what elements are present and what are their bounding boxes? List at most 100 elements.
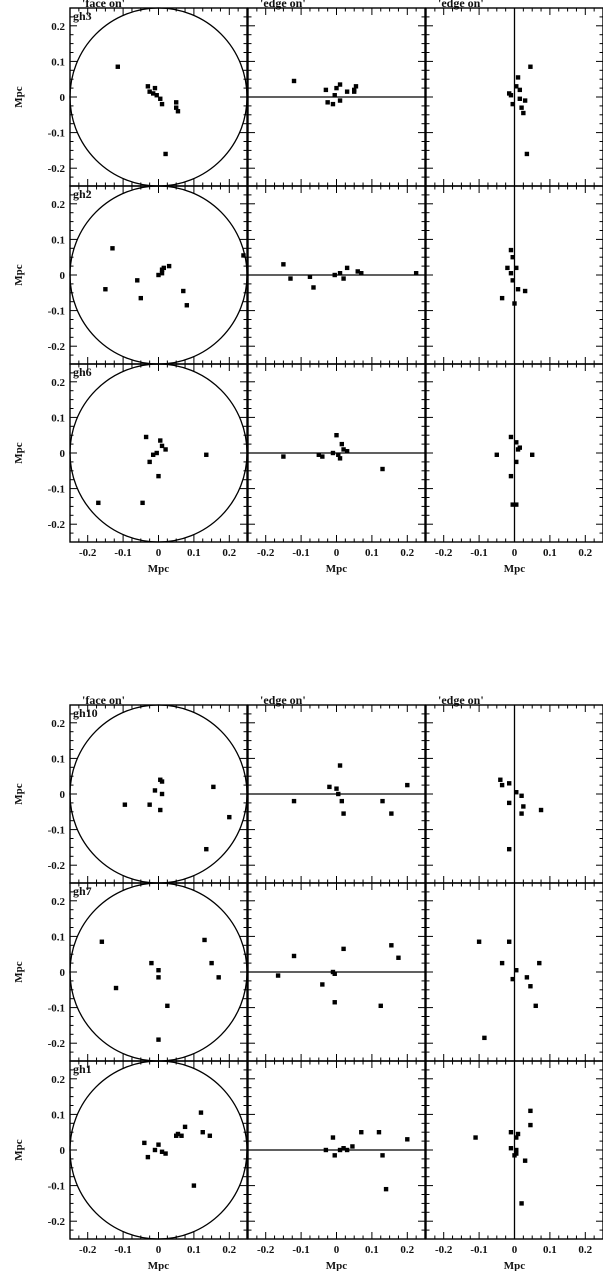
- y-tick-label: -0.1: [48, 484, 65, 496]
- y-tick-label: 0.2: [51, 1074, 65, 1086]
- data-point: [227, 814, 232, 820]
- x-tick-label: 0.1: [365, 1244, 379, 1256]
- data-point: [514, 968, 519, 973]
- y-tick-label: 0.1: [51, 412, 65, 424]
- panel-gh7-edge-on-2: [425, 882, 603, 1062]
- data-point: [405, 782, 410, 788]
- data-point: [514, 265, 519, 271]
- x-tick-label: 0.1: [543, 1244, 557, 1256]
- data-point: [353, 84, 359, 89]
- data-point: [359, 1130, 364, 1135]
- data-point: [99, 939, 105, 944]
- data-point: [508, 473, 514, 479]
- data-point: [506, 939, 512, 944]
- data-point: [528, 1122, 533, 1128]
- group-label: gh7: [73, 884, 92, 898]
- panel-gh10-edge-on-2: [425, 704, 603, 884]
- data-point: [200, 1130, 205, 1135]
- panel-gh6-edge-on-2: -0.2 -0.1 0 0.1 0.2 Mpc: [425, 363, 603, 575]
- data-point: [482, 1035, 487, 1041]
- y-tick-label: -0.2: [48, 1038, 66, 1050]
- panel-frame: [69, 1060, 248, 1240]
- panel-gh7-face-on: gh7 -0.2 -0.1 0 0.1 0.2 Mpc: [13, 882, 248, 1062]
- group-label: gh3: [73, 9, 92, 23]
- data-point: [159, 101, 165, 107]
- data-point: [514, 790, 519, 795]
- data-point: [508, 1146, 514, 1151]
- data-point: [156, 1142, 161, 1147]
- data-point: [519, 811, 524, 816]
- y-axis-label: Mpc: [13, 264, 25, 286]
- data-point: [175, 1131, 181, 1137]
- data-point: [521, 804, 526, 809]
- y-axis-label: Mpc: [13, 783, 25, 805]
- data-point: [380, 1153, 385, 1158]
- data-point: [344, 449, 350, 454]
- data-point: [517, 87, 523, 93]
- data-point: [522, 1158, 528, 1163]
- data-point: [514, 440, 519, 445]
- x-tick-label: -0.2: [79, 547, 97, 559]
- data-point: [530, 452, 535, 457]
- data-point: [281, 262, 286, 267]
- data-point: [316, 452, 321, 457]
- data-point: [524, 151, 530, 157]
- panel-gh1-edge-on-2: -0.2 -0.1 0 0.1 0.2 Mpc: [425, 1060, 603, 1271]
- data-point: [161, 265, 167, 271]
- data-point: [506, 846, 512, 852]
- data-point: [505, 265, 510, 271]
- data-point: [159, 779, 165, 784]
- data-point: [359, 271, 364, 276]
- y-tick-label: 0: [60, 1145, 66, 1157]
- data-point: [355, 269, 360, 274]
- data-point: [158, 807, 163, 813]
- data-point: [499, 782, 505, 788]
- data-point: [339, 441, 345, 447]
- data-point: [413, 271, 419, 276]
- data-point: [330, 101, 336, 107]
- data-point: [216, 975, 221, 980]
- data-point: [332, 272, 337, 278]
- data-point: [519, 1201, 524, 1206]
- data-point: [150, 91, 156, 96]
- x-tick-label: -0.1: [292, 547, 309, 559]
- data-point: [179, 1133, 184, 1138]
- panel-gh7-edge-on-1: [247, 882, 426, 1062]
- column-title: 'face on': [82, 0, 125, 10]
- y-tick-label: -0.1: [48, 1003, 65, 1015]
- data-point: [175, 109, 181, 114]
- y-tick-label: -0.1: [48, 128, 65, 140]
- data-point: [522, 98, 528, 103]
- x-tick-label: 0.1: [187, 547, 201, 559]
- panel-gh3-edge-on-1: [247, 7, 426, 187]
- data-point: [140, 500, 145, 506]
- data-point: [337, 763, 343, 768]
- data-point: [506, 800, 512, 806]
- y-tick-label: -0.2: [48, 163, 66, 175]
- data-point: [350, 1144, 355, 1149]
- column-title: 'edge on': [260, 693, 306, 707]
- data-point: [209, 960, 214, 966]
- data-point: [396, 955, 401, 960]
- data-point: [291, 78, 297, 84]
- data-point: [341, 811, 346, 816]
- data-point: [325, 100, 330, 105]
- data-point: [159, 443, 165, 449]
- data-point: [508, 434, 514, 440]
- data-point: [528, 984, 533, 989]
- data-point: [181, 288, 186, 294]
- data-point: [163, 447, 168, 452]
- data-point: [521, 110, 526, 116]
- data-point: [341, 1146, 346, 1151]
- y-axis-label: Mpc: [13, 1139, 25, 1161]
- data-point: [145, 1154, 151, 1160]
- x-tick-label: -0.1: [292, 1244, 309, 1256]
- data-point: [96, 500, 101, 506]
- data-point: [147, 459, 152, 465]
- data-point: [522, 288, 528, 294]
- data-point: [332, 1000, 337, 1005]
- data-point: [156, 975, 161, 980]
- x-axis-label: Mpc: [326, 1260, 348, 1271]
- data-point: [211, 784, 216, 790]
- data-point: [344, 1147, 350, 1153]
